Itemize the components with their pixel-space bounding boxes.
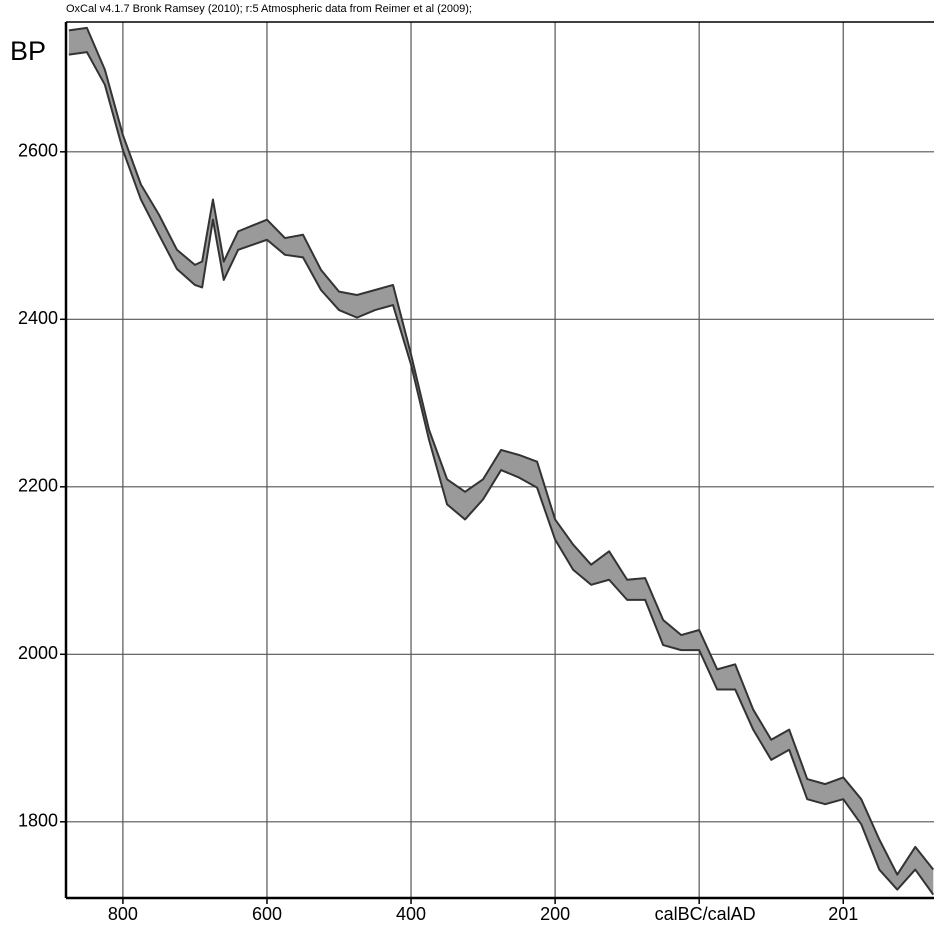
y-tick-label: 2400 xyxy=(18,308,58,328)
x-tick-label: 201 xyxy=(828,904,858,924)
y-tick-label: 1800 xyxy=(18,811,58,831)
x-tick-label: 400 xyxy=(396,904,426,924)
band-area xyxy=(68,27,934,895)
y-tick-label: 2000 xyxy=(18,643,58,663)
x-tick-label: calBC/calAD xyxy=(655,904,756,924)
y-tick-label: 2600 xyxy=(18,141,58,161)
band-edge xyxy=(68,26,934,876)
x-tick-label: 800 xyxy=(108,904,138,924)
y-tick-label: 2200 xyxy=(18,476,58,496)
chart-title: OxCal v4.1.7 Bronk Ramsey (2010); r:5 At… xyxy=(66,3,472,15)
x-tick-label: 600 xyxy=(252,904,282,924)
y-axis-label: BP xyxy=(10,36,46,66)
x-tick-label: 200 xyxy=(540,904,570,924)
band-edge xyxy=(68,51,934,896)
